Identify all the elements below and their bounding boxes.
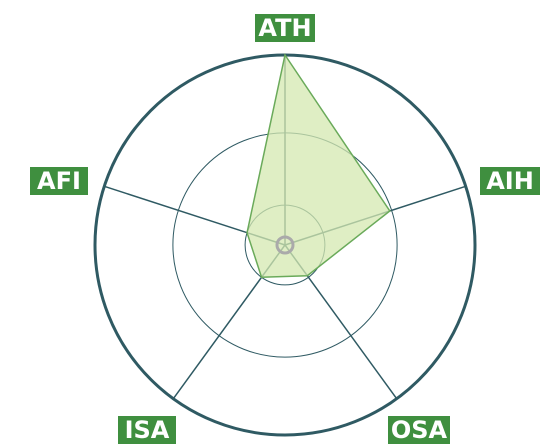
label-box <box>480 167 540 195</box>
axis-label: ISA <box>125 416 170 444</box>
labels: ATH AIH OSA ISA AFI <box>30 14 540 444</box>
label-box <box>388 416 450 444</box>
axis-label: AFI <box>37 167 81 195</box>
axis-label: ATH <box>258 14 311 42</box>
axis-label: AIH <box>486 167 534 195</box>
label-box <box>255 14 315 42</box>
radar-area <box>246 53 391 279</box>
label-box <box>30 167 88 195</box>
axis-label: OSA <box>391 416 448 444</box>
label-box <box>118 416 176 444</box>
series <box>246 53 391 279</box>
center-marker <box>275 235 295 255</box>
